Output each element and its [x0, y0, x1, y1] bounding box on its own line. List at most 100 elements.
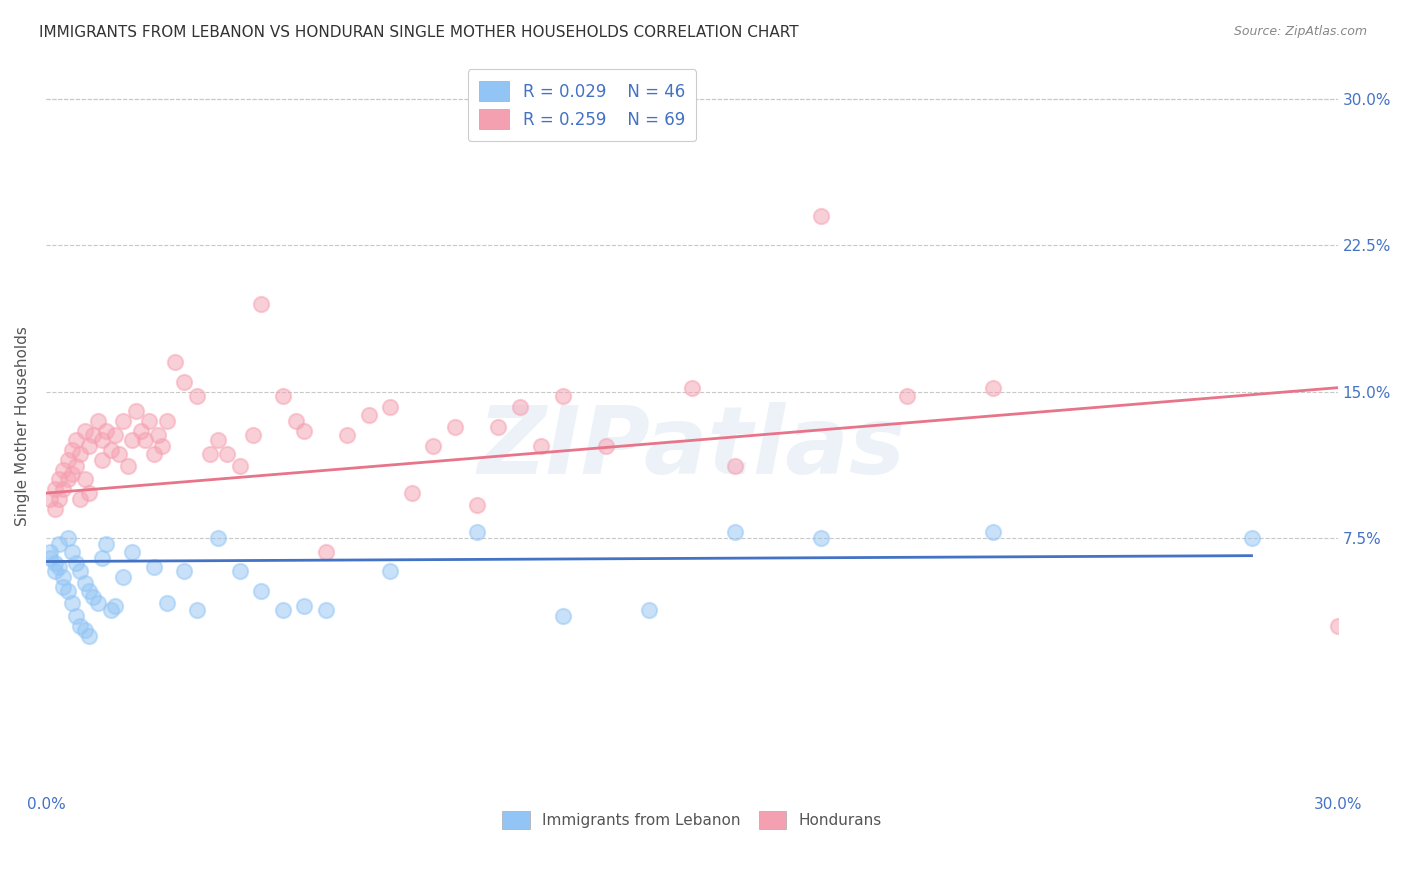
Point [292, 424, 315, 438]
Point [65, 557, 87, 571]
Point [73, 576, 96, 591]
Point [77, 439, 100, 453]
Point [155, 595, 177, 609]
Point [56, 453, 79, 467]
Point [52, 580, 75, 594]
Point [595, 439, 617, 453]
Point [96, 537, 118, 551]
Point [48, 560, 70, 574]
Point [444, 419, 467, 434]
Point [82, 590, 104, 604]
Point [104, 599, 127, 614]
Point [60, 443, 83, 458]
Point [121, 434, 143, 448]
Point [108, 447, 131, 461]
Point [681, 381, 703, 395]
Point [401, 486, 423, 500]
Point [73, 424, 96, 438]
Point [215, 447, 238, 461]
Point [52, 482, 75, 496]
Point [315, 545, 337, 559]
Point [77, 486, 100, 500]
Point [509, 401, 531, 415]
Point [82, 427, 104, 442]
Point [112, 414, 135, 428]
Point [73, 473, 96, 487]
Point [1240, 531, 1263, 545]
Point [65, 609, 87, 624]
Point [981, 381, 1004, 395]
Point [60, 467, 83, 481]
Text: Source: ZipAtlas.com: Source: ZipAtlas.com [1233, 25, 1367, 38]
Point [56, 531, 79, 545]
Point [44, 557, 66, 571]
Point [100, 603, 122, 617]
Point [69, 564, 91, 578]
Point [96, 424, 118, 438]
Point [207, 531, 229, 545]
Point [551, 609, 574, 624]
Point [86, 595, 108, 609]
Point [129, 424, 152, 438]
Point [69, 447, 91, 461]
Point [981, 525, 1004, 540]
Point [810, 531, 832, 545]
Point [56, 583, 79, 598]
Point [465, 525, 488, 540]
Point [60, 545, 83, 559]
Point [1326, 619, 1348, 633]
Point [48, 537, 70, 551]
Point [77, 629, 100, 643]
Point [56, 473, 79, 487]
Point [52, 463, 75, 477]
Y-axis label: Single Mother Households: Single Mother Households [15, 326, 30, 525]
Point [69, 491, 91, 506]
Point [422, 439, 444, 453]
Point [637, 603, 659, 617]
Point [39, 545, 62, 559]
Point [121, 545, 143, 559]
Point [380, 401, 402, 415]
Point [112, 570, 135, 584]
Point [228, 458, 250, 473]
Point [86, 414, 108, 428]
Point [250, 296, 273, 310]
Point [91, 550, 114, 565]
Point [186, 388, 208, 402]
Point [250, 583, 273, 598]
Point [142, 560, 165, 574]
Point [117, 458, 139, 473]
Point [77, 583, 100, 598]
Point [65, 434, 87, 448]
Point [284, 414, 307, 428]
Point [100, 443, 122, 458]
Point [138, 414, 160, 428]
Point [91, 434, 114, 448]
Point [315, 603, 337, 617]
Point [380, 564, 402, 578]
Point [142, 447, 165, 461]
Point [724, 525, 747, 540]
Point [810, 209, 832, 223]
Point [336, 427, 359, 442]
Point [465, 498, 488, 512]
Point [724, 458, 747, 473]
Legend: Immigrants from Lebanon, Hondurans: Immigrants from Lebanon, Hondurans [496, 805, 887, 836]
Point [65, 458, 87, 473]
Point [48, 473, 70, 487]
Point [104, 427, 127, 442]
Point [207, 434, 229, 448]
Point [896, 388, 918, 402]
Point [271, 388, 294, 402]
Point [228, 564, 250, 578]
Point [39, 491, 62, 506]
Point [165, 355, 187, 369]
Point [44, 564, 66, 578]
Point [146, 427, 169, 442]
Point [48, 491, 70, 506]
Point [150, 439, 173, 453]
Point [530, 439, 553, 453]
Point [91, 453, 114, 467]
Point [486, 419, 509, 434]
Point [551, 388, 574, 402]
